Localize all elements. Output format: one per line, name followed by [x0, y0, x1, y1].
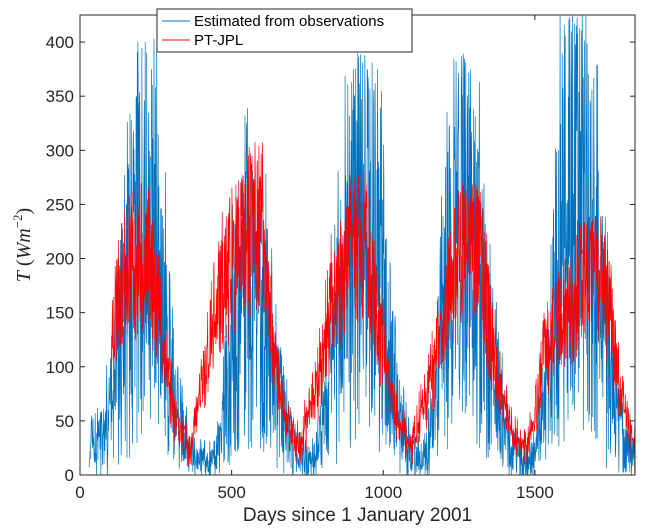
x-axis-label: Days since 1 January 2001	[243, 505, 472, 526]
y-tick-label: 150	[46, 304, 74, 323]
legend-label-ptjpl: PT-JPL	[194, 32, 243, 49]
y-axis-label-close: )	[13, 208, 35, 215]
y-tick-label: 300	[46, 141, 74, 160]
x-tick-label: 1500	[516, 483, 554, 502]
y-axis-label: T (Wm−2)	[10, 208, 35, 282]
y-axis: 0 50 100 150 200 250 300 350 400	[46, 33, 635, 485]
y-tick-label: 50	[55, 412, 74, 431]
y-axis-label-exponent: −2	[10, 214, 25, 228]
x-tick-label: 500	[217, 483, 245, 502]
series-line-ptjpl	[111, 141, 636, 469]
x-tick-label: 0	[75, 483, 84, 502]
y-tick-label: 0	[65, 466, 74, 485]
legend-box	[156, 8, 413, 53]
x-tick-label: 1000	[364, 483, 402, 502]
legend: Estimated from observations PT-JPL	[156, 8, 413, 53]
y-axis-label-unit: Wm	[13, 228, 35, 259]
y-tick-label: 100	[46, 358, 74, 377]
x-axis: 0 500 1000 1500	[75, 15, 554, 502]
series-layer	[88, 14, 636, 476]
y-axis-label-symbol: T	[13, 269, 35, 282]
y-tick-label: 200	[46, 250, 74, 269]
y-tick-label: 250	[46, 195, 74, 214]
legend-label-observations: Estimated from observations	[194, 13, 384, 30]
y-axis-label-open: (	[13, 259, 35, 266]
y-tick-label: 350	[46, 87, 74, 106]
y-tick-label: 400	[46, 33, 74, 52]
